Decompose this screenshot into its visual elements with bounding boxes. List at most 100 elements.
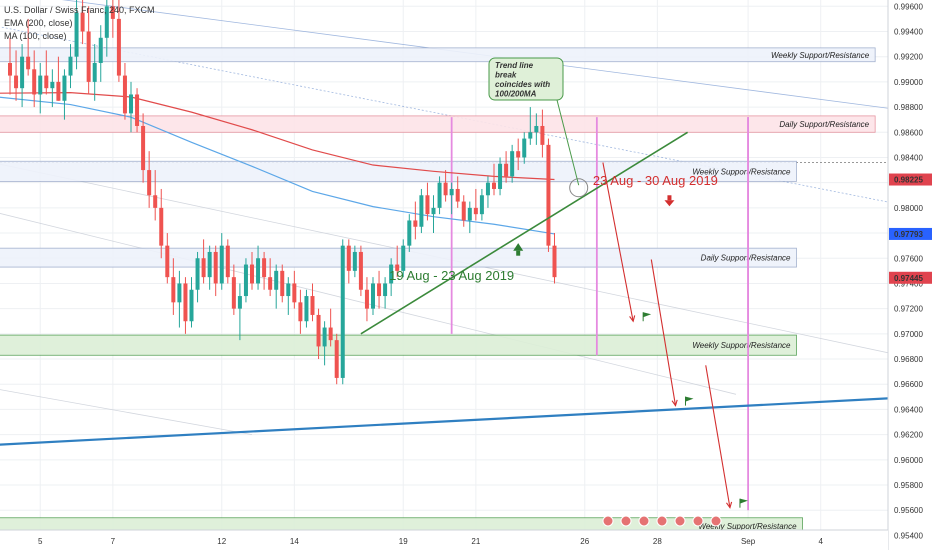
- time-axis-tick: 26: [580, 537, 589, 546]
- price-tag: [889, 173, 932, 186]
- candle-body: [516, 151, 521, 158]
- week2-label: 23 Aug - 30 Aug 2019: [593, 173, 718, 188]
- candle-body: [352, 251, 357, 271]
- price-axis-tick: 0.97400: [894, 279, 923, 288]
- forecast-arrow-line: [602, 162, 634, 322]
- price-axis-tick: 0.96000: [894, 456, 923, 465]
- candle-body: [473, 207, 478, 215]
- price-axis-tick: 0.99000: [894, 78, 923, 87]
- candle-body: [492, 182, 496, 189]
- candle-body: [250, 264, 254, 284]
- ema-200-line: [0, 91, 555, 181]
- price-axis-tick: 0.98000: [894, 204, 923, 213]
- candle-body: [177, 283, 182, 303]
- candle-body: [26, 56, 31, 70]
- ema-indicator-label: EMA (200, close): [4, 18, 73, 28]
- time-axis-bg: [0, 530, 888, 550]
- rising-trendline: [360, 131, 689, 335]
- candle-body: [498, 163, 503, 189]
- price-tag-text: 0.97445: [894, 274, 923, 283]
- forecast-arrow-line: [650, 259, 677, 406]
- support-resistance-zone: [0, 47, 876, 63]
- candle-body: [371, 283, 375, 309]
- zone-label: Weekly Support/Resistance: [692, 341, 791, 350]
- candle-body: [504, 163, 509, 177]
- candle-body: [153, 195, 158, 208]
- candle-body: [14, 75, 19, 89]
- candle-body: [310, 296, 315, 315]
- economic-event-icon: [710, 515, 722, 527]
- candle-body: [38, 75, 43, 95]
- time-axis-tick: 19: [399, 537, 408, 546]
- price-axis-tick: 0.99600: [894, 2, 923, 11]
- support-resistance-zone: [0, 334, 797, 356]
- candle-body: [298, 302, 303, 322]
- candle-body: [334, 340, 339, 378]
- up-arrow-icon: [513, 243, 524, 251]
- price-axis-tick: 0.98800: [894, 103, 923, 112]
- price-axis-tick: 0.97200: [894, 305, 923, 314]
- callout-text-line: Trend line: [495, 61, 534, 70]
- candle-body: [346, 245, 351, 271]
- candle-body: [395, 264, 400, 271]
- economic-event-icon: [602, 515, 614, 527]
- price-axis-tick: 0.98600: [894, 128, 923, 137]
- candle-body: [147, 170, 152, 196]
- time-axis-tick: 21: [471, 537, 480, 546]
- economic-event-icon: [620, 515, 632, 527]
- candle-body: [225, 245, 230, 278]
- price-axis-tick: 0.96800: [894, 355, 923, 364]
- candle-body: [243, 264, 248, 297]
- callout-text-line: coincides with: [495, 80, 550, 89]
- candle-body: [528, 132, 533, 139]
- candle-body: [510, 151, 515, 177]
- forecast-arrow-head: [671, 399, 678, 407]
- candle-body: [237, 296, 242, 309]
- zone-label: Daily Support/Resistance: [701, 254, 791, 263]
- time-axis-tick: 5: [38, 537, 43, 546]
- candle-body: [165, 245, 170, 278]
- candle-body: [110, 6, 115, 19]
- callout-box: [488, 57, 564, 101]
- candle-body: [286, 283, 291, 297]
- price-axis-tick: 0.96200: [894, 431, 923, 440]
- candle-body: [104, 6, 109, 38]
- forecast-arrow-head: [726, 501, 733, 509]
- price-tag: [889, 271, 932, 284]
- candle-body: [461, 201, 466, 221]
- price-axis-tick: 0.95400: [894, 531, 923, 540]
- economic-event-icon: [638, 515, 650, 527]
- price-axis-tick: 0.98400: [894, 153, 923, 162]
- price-axis-tick: 0.95800: [894, 481, 923, 490]
- candle-body: [534, 125, 539, 133]
- candle-body: [50, 81, 55, 89]
- time-axis-tick: Sep: [741, 537, 756, 546]
- candle-body: [268, 277, 273, 290]
- down-arrow-icon: [664, 200, 675, 207]
- candle-body: [364, 289, 369, 309]
- candle-body: [219, 245, 224, 284]
- candle-body: [522, 138, 527, 158]
- candle-body: [56, 81, 61, 101]
- target-flag: [739, 498, 748, 504]
- time-axis-tick: 7: [111, 537, 116, 546]
- candle-body: [62, 75, 67, 101]
- candle-body: [116, 18, 121, 76]
- candle-body: [68, 56, 73, 76]
- candle-body: [135, 94, 140, 126]
- candle-body: [383, 283, 388, 297]
- candle-body: [425, 195, 430, 215]
- candle-body: [201, 258, 206, 278]
- candle-body: [377, 283, 382, 297]
- ma-indicator-label: MA (100, close): [4, 31, 67, 41]
- price-tag-text: 0.98225: [894, 176, 923, 185]
- price-axis-tick: 0.97000: [894, 330, 923, 339]
- candle-body: [44, 75, 49, 89]
- price-tag: [889, 227, 932, 240]
- candle-body: [340, 245, 345, 378]
- price-axis-tick: 0.95600: [894, 506, 923, 515]
- candle-body: [231, 277, 236, 309]
- candle-body: [322, 327, 327, 347]
